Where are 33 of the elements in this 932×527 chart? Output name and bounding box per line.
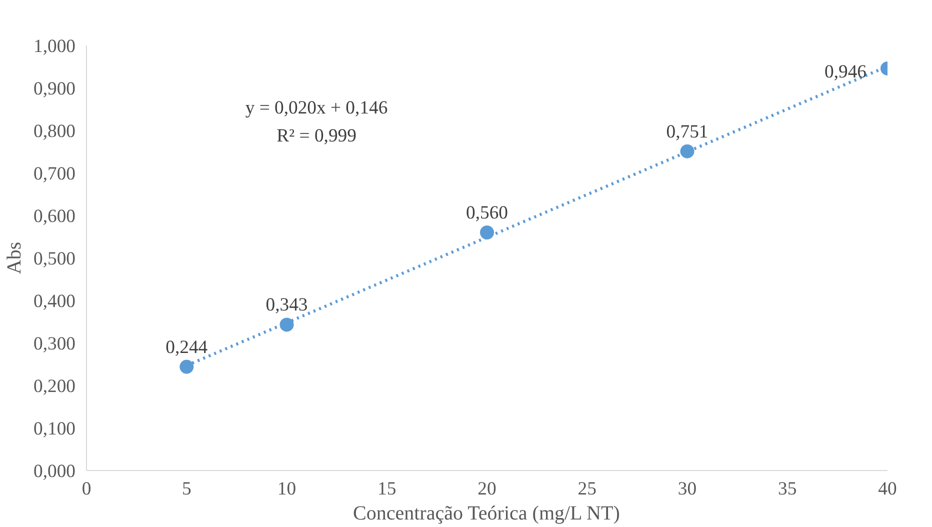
x-tick-label: 5 bbox=[182, 478, 192, 500]
x-tick-label: 40 bbox=[878, 478, 897, 500]
y-tick-label: 0,700 bbox=[34, 164, 76, 184]
x-tick-label: 30 bbox=[678, 478, 697, 500]
point bbox=[680, 144, 694, 158]
y-tick-label: 0,200 bbox=[34, 376, 76, 397]
y-tick-label: 0,400 bbox=[34, 291, 76, 312]
y-tick-label: 0,900 bbox=[34, 78, 76, 100]
data-label: 0,560 bbox=[466, 202, 508, 224]
y-tick-label: 0,500 bbox=[34, 248, 76, 270]
annotation: R² = 0,999 bbox=[276, 126, 356, 146]
x-tick-label: 15 bbox=[378, 478, 396, 500]
y-tick-label: 1,000 bbox=[34, 36, 76, 57]
point bbox=[180, 360, 194, 374]
x-tick-label: 10 bbox=[277, 478, 296, 500]
y-axis-title: Abs bbox=[4, 242, 26, 274]
y-tick-label: 0,300 bbox=[34, 334, 76, 354]
x-tick-label: 25 bbox=[578, 478, 596, 500]
data-label: 0,244 bbox=[166, 336, 208, 358]
point bbox=[480, 226, 494, 240]
data-label: 0,751 bbox=[666, 121, 708, 142]
data-label: 0,946 bbox=[824, 61, 866, 82]
annotation: y = 0,020x + 0,146 bbox=[245, 98, 388, 118]
y-tick-label: 0,100 bbox=[34, 418, 76, 440]
data-label: 0,343 bbox=[266, 294, 308, 316]
x-tick-label: 35 bbox=[778, 478, 797, 500]
x-tick-label: 0 bbox=[82, 478, 92, 500]
point bbox=[280, 318, 294, 332]
y-tick-label: 0,600 bbox=[34, 206, 76, 227]
y-tick-label: 0,800 bbox=[34, 121, 76, 142]
x-axis-title: Concentração Teórica (mg/L NT) bbox=[353, 502, 620, 524]
x-tick-label: 20 bbox=[478, 478, 496, 500]
y-tick-label: 0,000 bbox=[34, 461, 76, 482]
